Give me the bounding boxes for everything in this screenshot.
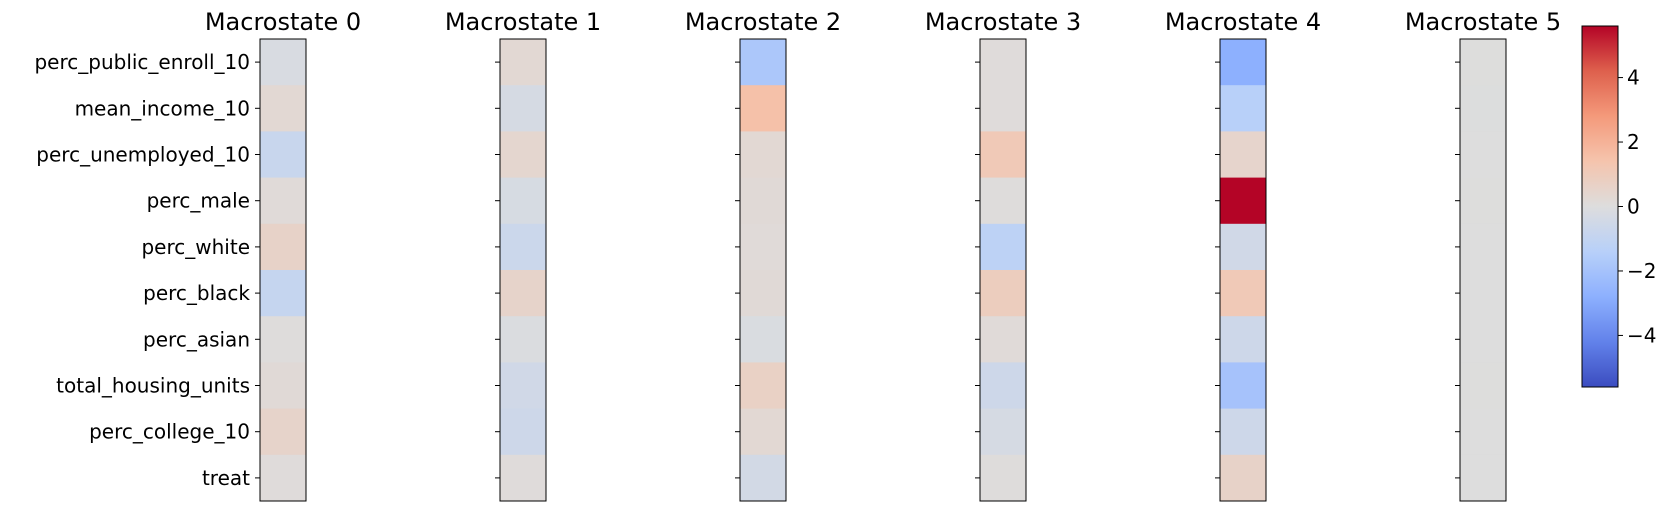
- heatmap-cell: [260, 131, 306, 179]
- heatmap-cell: [740, 316, 786, 363]
- heatmap-cell: [1220, 270, 1266, 317]
- heatmap-cell: [740, 454, 786, 502]
- heatmap-cell: [500, 270, 546, 317]
- heatmap-cell: [1220, 362, 1266, 410]
- heatmap-cell: [1460, 316, 1506, 363]
- row-label: perc_public_enroll_10: [34, 50, 250, 74]
- heatmap-cell: [260, 362, 306, 410]
- heatmap-cell: [260, 316, 306, 363]
- heatmap-cell: [500, 454, 546, 502]
- heatmap-cell: [500, 39, 546, 86]
- heatmap-cell: [1460, 131, 1506, 179]
- panel-macrostate-4: Macrostate 4: [1165, 8, 1321, 502]
- heatmap-cell: [260, 177, 306, 225]
- heatmap-cell: [500, 362, 546, 410]
- panel-title: Macrostate 2: [685, 8, 841, 36]
- heatmap-cell: [1460, 454, 1506, 502]
- heatmap-cell: [1220, 177, 1266, 225]
- heatmap-cell: [980, 39, 1026, 86]
- panel-macrostate-3: Macrostate 3: [925, 8, 1081, 502]
- heatmap-cell: [1220, 223, 1266, 271]
- heatmap-cell: [1460, 85, 1506, 132]
- colorbar-tick-label: 0: [1627, 195, 1640, 219]
- heatmap-cell: [1460, 177, 1506, 225]
- heatmap-cell: [1460, 223, 1506, 271]
- heatmap-cell: [980, 131, 1026, 179]
- colorbar-tick-label: −4: [1627, 323, 1656, 347]
- heatmap-panels: Macrostate 0 Macrostate 1 Macrostate 2 Macr…: [205, 8, 1561, 502]
- heatmap-cell: [740, 39, 786, 86]
- heatmap-cell: [740, 223, 786, 271]
- row-label: perc_asian: [143, 327, 250, 351]
- heatmap-cell: [500, 85, 546, 132]
- heatmap-cell: [1220, 316, 1266, 363]
- heatmap-cell: [500, 408, 546, 456]
- panel-frame: [259, 38, 307, 502]
- row-label: mean_income_10: [75, 96, 250, 120]
- heatmap-cell: [1460, 270, 1506, 317]
- heatmap-cell: [260, 223, 306, 271]
- row-labels: perc_public_enroll_10 mean_income_10 perc_…: [34, 50, 250, 490]
- heatmap-cell: [980, 362, 1026, 410]
- heatmap-cell: [980, 85, 1026, 132]
- panel-frame: [979, 38, 1027, 502]
- panel-frame: [499, 38, 547, 502]
- panel-title: Macrostate 4: [1165, 8, 1321, 36]
- panel-macrostate-5: Macrostate 5: [1405, 8, 1561, 502]
- colorbar-tick-label: 2: [1627, 130, 1640, 154]
- heatmap-cell: [260, 39, 306, 86]
- colorbar-tick-label: 4: [1627, 66, 1640, 90]
- heatmap-cell: [980, 316, 1026, 363]
- panel-macrostate-0: Macrostate 0: [205, 8, 361, 502]
- colorbar-tick-label: −2: [1627, 259, 1656, 283]
- panel-macrostate-1: Macrostate 1: [445, 8, 601, 502]
- panel-macrostate-2: Macrostate 2: [685, 8, 841, 502]
- panel-frame: [1459, 38, 1507, 502]
- heatmap-cell: [740, 408, 786, 456]
- panel-frame: [1219, 38, 1267, 502]
- heatmap-cell: [1460, 362, 1506, 410]
- heatmap-cell: [740, 131, 786, 179]
- heatmap-cell: [980, 454, 1026, 502]
- heatmap-cell: [1220, 85, 1266, 132]
- heatmap-cell: [1460, 408, 1506, 456]
- row-label: perc_unemployed_10: [36, 143, 250, 167]
- heatmap-cell: [980, 408, 1026, 456]
- heatmap-cell: [740, 270, 786, 317]
- heatmap-cell: [500, 131, 546, 179]
- heatmap-cell: [260, 85, 306, 132]
- colorbar-gradient: [1581, 25, 1619, 388]
- row-label: treat: [202, 466, 250, 490]
- panel-title: Macrostate 3: [925, 8, 1081, 36]
- heatmap-cell: [740, 85, 786, 132]
- heatmap-cell: [980, 270, 1026, 317]
- heatmap-cell: [1220, 131, 1266, 179]
- row-label: perc_white: [141, 235, 250, 259]
- heatmap-cell: [500, 316, 546, 363]
- heatmap-cell: [260, 454, 306, 502]
- heatmap-cell: [1220, 39, 1266, 86]
- heatmap-cell: [260, 408, 306, 456]
- row-label: perc_male: [147, 189, 250, 213]
- heatmap-cell: [500, 177, 546, 225]
- heatmap-cell: [980, 223, 1026, 271]
- heatmap-cell: [1220, 408, 1266, 456]
- row-label: total_housing_units: [56, 374, 250, 398]
- row-label: perc_college_10: [89, 420, 250, 444]
- heatmap-cell: [740, 177, 786, 225]
- panel-frame: [739, 38, 787, 502]
- colorbar: −4 −2 0 2 4: [1581, 25, 1656, 388]
- heatmap-cell: [1220, 454, 1266, 502]
- heatmap-cell: [980, 177, 1026, 225]
- panel-title: Macrostate 5: [1405, 8, 1561, 36]
- row-label: perc_black: [143, 281, 250, 305]
- heatmap-cell: [1460, 39, 1506, 86]
- heatmap-cell: [260, 270, 306, 317]
- panel-title: Macrostate 0: [205, 8, 361, 36]
- heatmap-cell: [740, 362, 786, 410]
- panel-title: Macrostate 1: [445, 8, 601, 36]
- heatmap-cell: [500, 223, 546, 271]
